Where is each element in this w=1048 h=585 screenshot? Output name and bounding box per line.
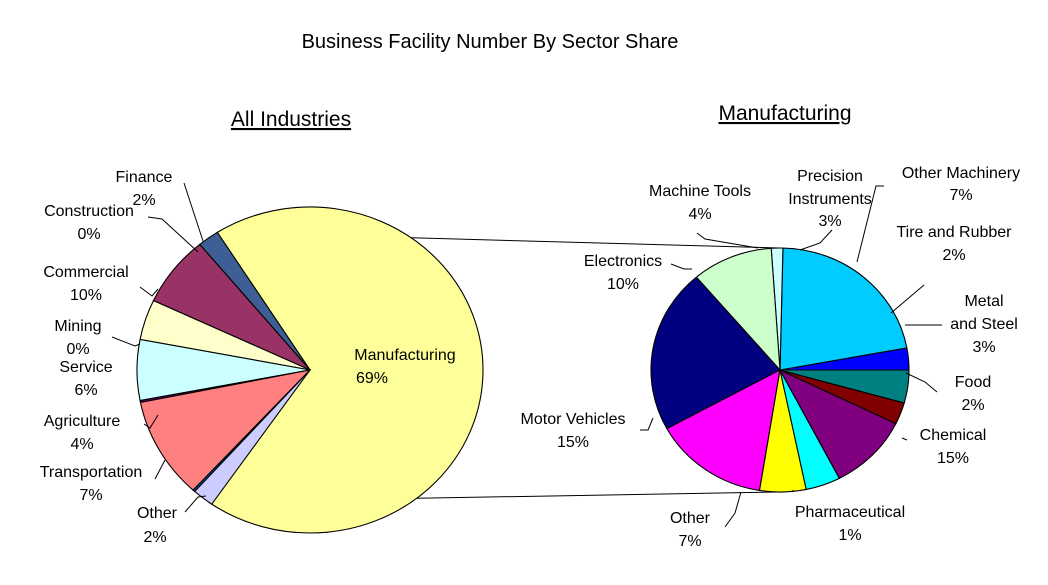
label-manufacturing-food-value: 2% [961, 397, 984, 414]
label-all-industries-service: Service 6% [59, 359, 112, 399]
label-all-industries-commercial: Commercial 10% [43, 264, 128, 304]
labels-manufacturing: Food 2% Chemical 15% Pharmaceutical 1% Other 7%… [521, 165, 1021, 550]
label-all-industries-manufacturing-name: Manufacturing [354, 347, 455, 364]
label-all-industries-transportation-name: Transportation [40, 464, 143, 481]
label-all-industries-other-name: Other [137, 505, 178, 522]
label-manufacturing-tire-and-rubber-leader-line [890, 284, 925, 314]
label-all-industries-commercial-name: Commercial [43, 264, 128, 281]
label-manufacturing-other-machinery-value: 7% [949, 187, 972, 204]
label-manufacturing-chemical-leader-line [901, 437, 908, 441]
label-manufacturing-tire-and-rubber: Tire and Rubber 2% [896, 224, 1012, 264]
label-all-industries-commercial-value: 10% [70, 287, 102, 304]
slice-manufacturing-metal-and-steel [779, 369, 910, 404]
label-manufacturing-chemical-value: 15% [937, 450, 969, 467]
slice-manufacturing-motor-vehicles [650, 276, 781, 430]
label-manufacturing-food-name: Food [955, 374, 991, 391]
label-all-industries-construction-name: Construction [44, 203, 134, 220]
slice-manufacturing-other [695, 247, 781, 372]
label-manufacturing-motor-vehicles-name: Motor Vehicles [521, 411, 626, 428]
label-all-industries-mining-value: 0% [66, 341, 89, 358]
pie-manufacturing-title: Manufacturing [718, 102, 851, 125]
label-manufacturing-other-name: Other [670, 510, 711, 527]
label-all-industries-construction-leader-line [147, 216, 199, 253]
label-all-industries-transportation-leader-line [154, 459, 166, 480]
label-all-industries-construction: Construction 0% [44, 203, 134, 243]
label-all-industries-agriculture-name: Agriculture [44, 413, 121, 430]
label-manufacturing-machine-tools-name: Machine Tools [649, 183, 751, 200]
pie-all-industries [136, 206, 484, 534]
label-manufacturing-other-machinery-leader-line [856, 185, 884, 263]
pie-manufacturing [650, 247, 910, 493]
label-all-industries-mining: Mining 0% [54, 318, 101, 358]
label-manufacturing-metal-and-steel-name: and Steel [950, 316, 1018, 333]
slice-all-industries-commercial [139, 369, 312, 491]
label-all-industries-manufacturing-value: 69% [356, 370, 388, 387]
label-manufacturing-other-machinery-name: Other Machinery [902, 165, 1020, 182]
label-manufacturing-other-leader-line [724, 491, 742, 528]
label-manufacturing-metal-and-steel-name: Metal [964, 293, 1003, 310]
label-manufacturing-pharmaceutical: Pharmaceutical 1% [795, 504, 905, 544]
slice-all-industries-manufacturing [207, 206, 484, 534]
label-manufacturing-other-machinery: Other Machinery 7% [902, 165, 1020, 204]
label-manufacturing-machine-tools-leader-line [696, 232, 759, 249]
label-manufacturing-precision-instruments-leader-line [799, 229, 833, 251]
slice-manufacturing-electronics [666, 369, 781, 492]
label-manufacturing-machine-tools-value: 4% [688, 206, 711, 223]
label-manufacturing-electronics-leader-line [670, 263, 692, 270]
label-all-industries-service-value: 6% [74, 382, 97, 399]
label-manufacturing-tire-and-rubber-name: Tire and Rubber [896, 224, 1012, 241]
label-manufacturing-motor-vehicles: Motor Vehicles 15% [521, 411, 626, 451]
label-all-industries-other-leader-line [184, 495, 207, 513]
label-manufacturing-motor-vehicles-value: 15% [557, 434, 589, 451]
label-all-industries-other: Other 2% [137, 505, 178, 546]
label-all-industries-agriculture-value: 4% [70, 436, 93, 453]
label-manufacturing-tire-and-rubber-value: 2% [942, 247, 965, 264]
label-all-industries-mining-name: Mining [54, 318, 101, 335]
pie-all-industries-title: All Industries [231, 108, 351, 131]
label-manufacturing-food-leader-line [905, 372, 938, 393]
labels-all-industries: Manufacturing 69% Other 2% Transportation 7% A… [40, 169, 456, 546]
label-manufacturing-precision-instruments-value: 3% [818, 213, 841, 230]
label-all-industries-commercial-leader-line [139, 286, 159, 297]
label-all-industries-service-name: Service [59, 359, 112, 376]
label-all-industries-agriculture-leader-line [143, 414, 159, 429]
label-manufacturing-precision-instruments: Precision Instruments 3% [788, 168, 872, 230]
label-manufacturing-electronics-name: Electronics [584, 253, 662, 270]
chart-title: Business Facility Number By Sector Share [302, 31, 679, 53]
label-manufacturing-precision-instruments-name: Precision [797, 168, 863, 185]
label-all-industries-construction-value: 0% [77, 226, 100, 243]
label-all-industries-finance-leader-line [183, 182, 204, 242]
label-manufacturing-motor-vehicles-leader-line [640, 417, 654, 431]
label-manufacturing-electronics: Electronics 10% [584, 253, 662, 293]
label-all-industries-finance-value: 2% [132, 192, 155, 209]
label-manufacturing-electronics-value: 10% [607, 276, 639, 293]
slice-manufacturing-chemical [779, 247, 908, 371]
label-manufacturing-other: Other 7% [670, 510, 711, 550]
label-manufacturing-food: Food 2% [955, 374, 991, 414]
label-all-industries-finance: Finance 2% [116, 169, 173, 209]
label-manufacturing-other-value: 7% [678, 533, 701, 550]
label-manufacturing-metal-and-steel: Metal and Steel 3% [950, 293, 1018, 356]
label-manufacturing-pharmaceutical-name: Pharmaceutical [795, 504, 905, 521]
slice-all-industries-finance [193, 369, 311, 505]
label-all-industries-agriculture: Agriculture 4% [44, 413, 121, 453]
label-manufacturing-metal-and-steel-value: 3% [972, 339, 995, 356]
label-all-industries-transportation: Transportation 7% [40, 464, 143, 504]
label-all-industries-transportation-value: 7% [79, 487, 102, 504]
label-manufacturing-chemical: Chemical 15% [920, 427, 987, 467]
label-manufacturing-chemical-name: Chemical [920, 427, 987, 444]
slice-manufacturing-other-machinery [778, 368, 897, 480]
label-all-industries-mining-leader-line [111, 336, 141, 347]
label-all-industries-finance-name: Finance [116, 169, 173, 186]
label-manufacturing-machine-tools: Machine Tools 4% [649, 183, 751, 223]
label-all-industries-other-value: 2% [143, 529, 166, 546]
label-manufacturing-precision-instruments-name: Instruments [788, 191, 872, 208]
label-manufacturing-pharmaceutical-value: 1% [838, 527, 861, 544]
label-all-industries-manufacturing: Manufacturing 69% [354, 347, 455, 387]
